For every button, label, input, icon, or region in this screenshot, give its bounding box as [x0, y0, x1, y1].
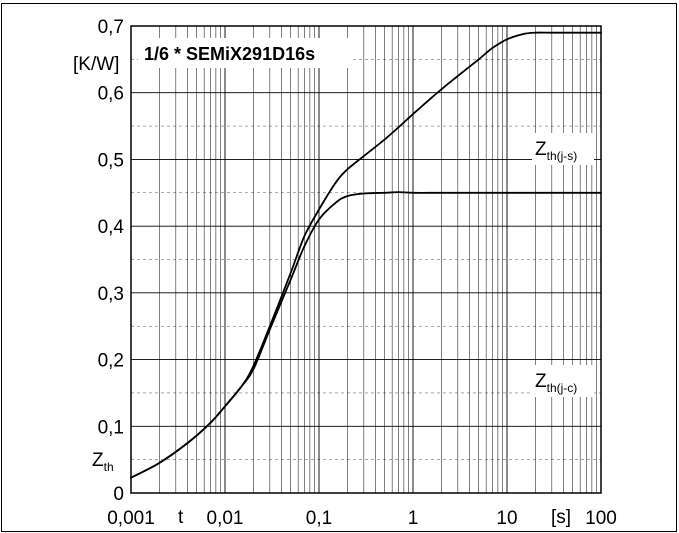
x-tick-label: 10 [496, 508, 517, 529]
series-label-zth-j-s: Zth(j-s) [535, 139, 577, 163]
x-unit-label: [s] [551, 507, 571, 528]
y-tick-label: 0,4 [98, 217, 125, 238]
x-tick-label: 0,1 [306, 508, 332, 529]
series-label-zth-j-c-sub: th(j-c) [547, 381, 578, 395]
x-tick-label: 100 [585, 508, 617, 529]
series-label-bg-js [532, 133, 594, 165]
y-tick-label: 0,5 [98, 150, 124, 171]
y-tick-label: 0,6 [98, 84, 124, 105]
x-unit-background [548, 504, 580, 528]
y-tick-label: 0,3 [98, 284, 124, 305]
series-label-zth-j-c-main: Z [535, 371, 547, 392]
series-label-bg-jc [532, 365, 594, 397]
grid-lines [130, 25, 601, 494]
series-lines [130, 31, 602, 479]
y-axis-symbol-sub: th [104, 460, 114, 474]
series-label-zth-j-s-main: Z [535, 139, 547, 160]
y-tick-label: 0,7 [98, 17, 124, 38]
figure-border [1, 3, 677, 532]
series-label-zth-j-c: Zth(j-c) [535, 371, 577, 395]
series-label-zth-j-s-sub: th(j-s) [547, 149, 578, 163]
y-axis-symbol-main: Z [92, 450, 104, 471]
series-line-zth-j-s [130, 31, 602, 479]
x-tick-label: 1 [408, 508, 419, 529]
plot-frame [130, 25, 602, 494]
y-tick-label: 0 [113, 484, 124, 505]
y-axis-symbol: Zth [92, 450, 114, 474]
y-tick-label: 0,1 [98, 417, 124, 438]
tick-labels: 0 0,1 0,2 0,3 0,4 0,5 0,6 0,7 0,001 0,01 0,1 1 10 100 [98, 17, 617, 529]
x-tick-label: 0,01 [207, 508, 244, 529]
series-line-zth-j-c [130, 191, 602, 479]
y-tick-label: 0,2 [98, 351, 124, 372]
chart-title-background [138, 38, 352, 68]
y-unit-label: [K/W] [73, 54, 119, 75]
chart-title: 1/6 * SEMiX291D16s [144, 44, 315, 64]
x-axis-symbol: t [178, 507, 184, 528]
x-tick-label: 0,001 [107, 508, 155, 529]
